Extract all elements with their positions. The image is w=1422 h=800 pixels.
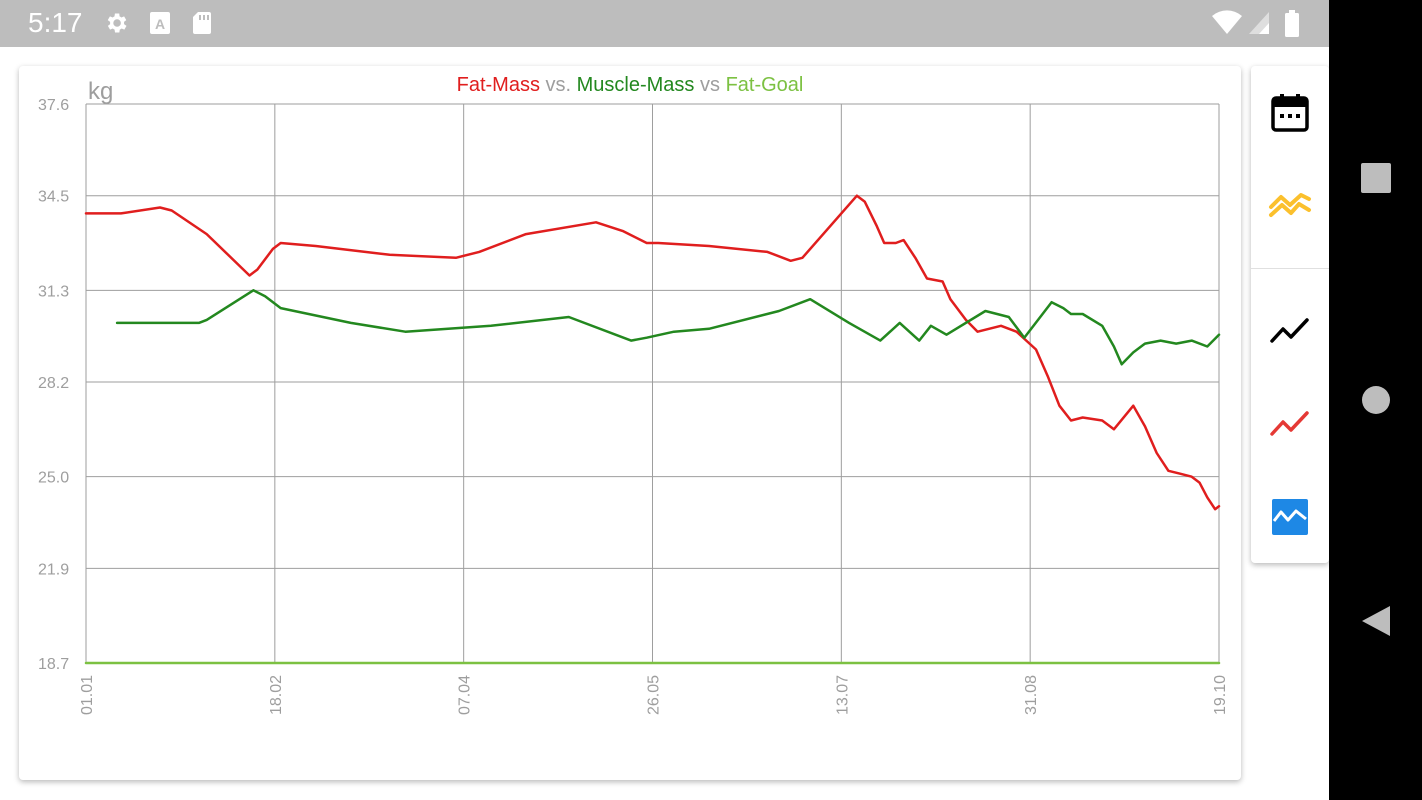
panel-divider (1251, 268, 1329, 269)
svg-text:A: A (155, 16, 165, 32)
area-chart-icon[interactable] (1268, 495, 1312, 539)
chart-grid (85, 103, 1220, 664)
x-tick-label: 13.07 (834, 675, 851, 715)
chart-title-part: vs (694, 74, 726, 96)
x-tick-label: 07.04 (457, 675, 474, 715)
y-tick-label: 25.0 (38, 470, 69, 487)
font-a-icon: A (150, 12, 170, 34)
recents-square-icon[interactable] (1360, 162, 1392, 194)
axis-ticks: 37.6 34.5 31.3 28.2 25.0 21.9 18.7 01.01 18.02 07… (38, 97, 1229, 715)
line-chart-icon[interactable] (1268, 307, 1312, 351)
home-circle-icon[interactable] (1360, 384, 1392, 416)
y-tick-label: 31.3 (38, 283, 69, 300)
trending-line-icon[interactable] (1268, 400, 1312, 444)
status-time: 5:17 (28, 7, 83, 38)
battery-icon (1285, 10, 1299, 37)
chart-title-part: Fat-Mass (456, 74, 540, 96)
y-axis-label: kg (88, 78, 113, 105)
settings-icon (107, 13, 127, 33)
y-tick-label: 18.7 (38, 656, 69, 673)
navigation-bar (1329, 0, 1422, 800)
back-triangle-icon[interactable] (1360, 604, 1392, 638)
date-range-icon[interactable] (1268, 91, 1312, 135)
chart-options-panel (1251, 66, 1329, 563)
x-tick-label: 19.10 (1212, 675, 1229, 715)
wifi-icon (1212, 10, 1242, 34)
chart-title: Fat-Mass vs. Muscle-Mass vs Fat-Goal (19, 74, 1241, 97)
x-tick-label: 01.01 (79, 675, 96, 715)
x-tick-label: 31.08 (1023, 675, 1040, 715)
chart-title-part: vs. (539, 74, 577, 96)
y-tick-label: 37.6 (38, 97, 69, 114)
signal-icon (1249, 12, 1269, 34)
series-line-fat-mass (84, 194, 1221, 511)
y-tick-label: 28.2 (38, 375, 69, 392)
chart-series (84, 194, 1221, 665)
y-tick-label: 21.9 (38, 561, 69, 578)
status-bar: 5:17 A (0, 0, 1329, 47)
trend-multi-icon[interactable] (1268, 183, 1312, 227)
chart-title-part: Fat-Goal (725, 74, 804, 96)
weight-chart[interactable]: 37.6 34.5 31.3 28.2 25.0 21.9 18.7 01.01 18.02 07… (0, 0, 1329, 800)
y-tick-label: 34.5 (38, 189, 69, 206)
chart-card (19, 66, 1241, 780)
series-line-muscle-mass (115, 289, 1221, 366)
x-tick-label: 18.02 (268, 675, 285, 715)
chart-title-part: Muscle-Mass (576, 74, 695, 96)
sd-card-icon (193, 12, 211, 34)
x-tick-label: 26.05 (646, 675, 663, 715)
